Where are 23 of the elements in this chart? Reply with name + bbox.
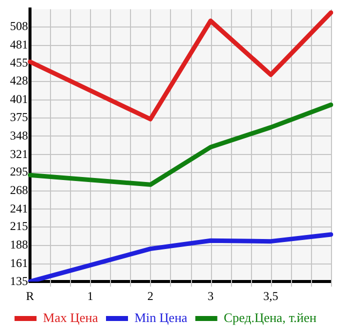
x-tick-label: R (26, 288, 34, 303)
y-tick-label: 428 (10, 74, 28, 88)
y-tick-label: 188 (10, 238, 28, 252)
y-tick-label: 321 (10, 146, 28, 161)
y-tick-label: 135 (10, 274, 28, 288)
y-tick-label: 215 (10, 219, 28, 234)
y-tick-label: 375 (10, 110, 28, 124)
y-tick-label: 401 (10, 92, 28, 106)
y-tick-label: 348 (10, 128, 28, 142)
y-tick-label: 481 (10, 38, 28, 52)
x-tick-label: 2 (147, 288, 154, 303)
x-tick-label: 1 (87, 288, 94, 303)
y-tick-label: 455 (10, 55, 28, 70)
y-tick-label: 161 (10, 256, 28, 270)
x-tick-label: 3 (208, 288, 214, 303)
legend-label: Min Цена (134, 310, 188, 325)
legend-label: Сред.Цена, т.йен (224, 310, 317, 325)
x-tick-label: 3,5 (263, 288, 278, 303)
y-tick-label: 241 (10, 201, 28, 216)
y-tick-label: 268 (10, 182, 28, 197)
y-tick-label: 295 (10, 164, 28, 179)
y-tick-label: 508 (10, 19, 28, 34)
legend-label: Max Цена (43, 310, 98, 325)
